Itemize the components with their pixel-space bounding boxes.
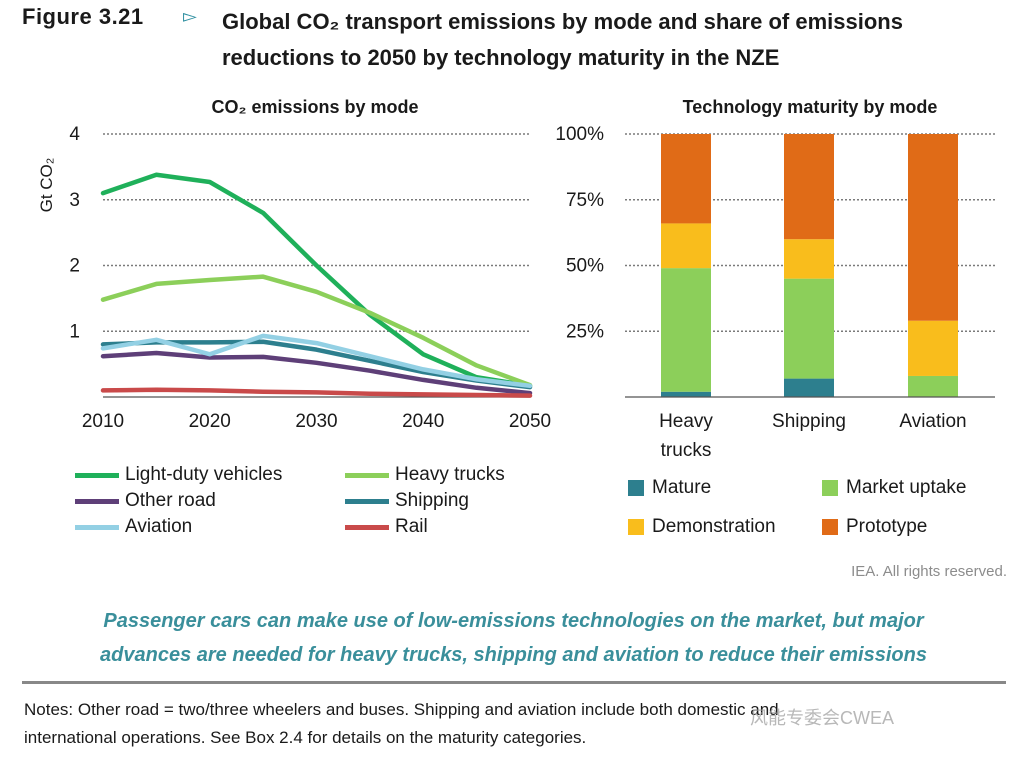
x-tick-label: 2020 (189, 411, 231, 432)
rights-notice: IEA. All rights reserved. (851, 563, 1007, 580)
y-tick-label: 75% (566, 190, 604, 211)
bar-segment (784, 134, 834, 240)
notes-line1: Notes: Other road = two/three wheelers a… (24, 700, 779, 719)
x-tick-label: 2040 (402, 411, 444, 432)
series-line (100, 172, 533, 389)
figure-title: Global CO₂ transport emissions by mode a… (222, 4, 1022, 76)
series-line (100, 387, 533, 398)
notes: Notes: Other road = two/three wheelers a… (24, 696, 1009, 752)
legend-label: Demonstration (652, 516, 776, 537)
legend-item-rail: Rail (345, 516, 428, 538)
bar-segment (908, 375, 958, 397)
y-tick-label: 3 (69, 190, 80, 211)
legend-swatch (345, 472, 389, 478)
bar-segment (908, 320, 958, 376)
legend-swatch (628, 480, 644, 496)
line-chart: 1 2 3 4 2010 2020 2030 2040 2050 Gt CO₂ (37, 124, 551, 432)
figure-title-line2: reductions to 2050 by technology maturit… (222, 45, 780, 70)
x-tick-label: trucks (661, 440, 712, 461)
x-tick-label: Aviation (899, 411, 966, 432)
legend-label: Prototype (846, 516, 928, 537)
divider (22, 681, 1006, 684)
line-chart-title: CO₂ emissions by mode (211, 97, 419, 117)
figure-label: Figure 3.21 (22, 4, 144, 29)
caption: Passenger cars can make use of low-emiss… (0, 604, 1027, 672)
legend-item-demonstration: Demonstration (628, 516, 776, 538)
legend-swatch (822, 519, 838, 535)
y-tick-label: 50% (566, 256, 604, 277)
figure-title-line1: Global CO₂ transport emissions by mode a… (222, 9, 903, 34)
legend-item-light-duty: Light-duty vehicles (75, 464, 282, 486)
y-axis-label: Gt CO₂ (37, 158, 56, 213)
bar-chart: 25% 50% 75% 100% Heavy trucks Shipping Aviation (555, 124, 995, 461)
legend-swatch (628, 519, 644, 535)
bar-segment (661, 223, 711, 269)
legend-swatch (822, 480, 838, 496)
legend-label: Other road (125, 490, 216, 511)
legend-label: Rail (395, 516, 428, 537)
legend-label: Mature (652, 477, 712, 498)
series-line (100, 333, 533, 389)
notes-line2: international operations. See Box 2.4 fo… (24, 728, 587, 747)
y-tick-label: 100% (555, 124, 604, 145)
y-tick-label: 2 (69, 256, 80, 277)
legend-label: Aviation (125, 516, 193, 537)
x-tick-label: Shipping (772, 411, 846, 432)
legend-swatch (75, 498, 119, 504)
caption-line2: advances are needed for heavy trucks, sh… (100, 644, 927, 666)
bar-segment (784, 378, 834, 397)
bar-segment (661, 268, 711, 392)
x-tick-label: 2010 (82, 411, 124, 432)
y-tick-label: 25% (566, 321, 604, 342)
watermark: 风能专委会CWEA (750, 708, 894, 728)
legend-swatch (75, 524, 119, 530)
x-tick-label: Heavy (659, 411, 713, 432)
legend-item-mature: Mature (628, 477, 711, 499)
legend-item-market-uptake: Market uptake (822, 477, 966, 499)
legend-swatch (75, 472, 119, 478)
legend-label: Shipping (395, 490, 469, 511)
bar-chart-title: Technology maturity by mode (682, 97, 938, 117)
legend-item-other-road: Other road (75, 490, 216, 512)
y-tick-label: 1 (69, 321, 80, 342)
legend-label: Heavy trucks (395, 464, 505, 485)
series-line (100, 350, 533, 396)
legend-swatch (345, 524, 389, 530)
figure-arrow-icon: ▻ (183, 6, 197, 26)
bar-segment (661, 134, 711, 224)
bar-segment (908, 134, 958, 321)
bar-segment (661, 391, 711, 397)
legend-swatch (345, 498, 389, 504)
legend-item-heavy-trucks: Heavy trucks (345, 464, 505, 486)
bar-segment (784, 278, 834, 379)
legend-item-shipping: Shipping (345, 490, 469, 512)
legend-item-prototype: Prototype (822, 516, 927, 538)
series-line (100, 274, 533, 388)
legend-label: Light-duty vehicles (125, 464, 283, 485)
caption-line1: Passenger cars can make use of low-emiss… (103, 610, 924, 632)
bar-segment (784, 239, 834, 279)
y-tick-label: 4 (69, 124, 80, 145)
legend-item-aviation: Aviation (75, 516, 192, 538)
x-tick-label: 2030 (295, 411, 337, 432)
legend-label: Market uptake (846, 477, 967, 498)
x-tick-label: 2050 (509, 411, 551, 432)
